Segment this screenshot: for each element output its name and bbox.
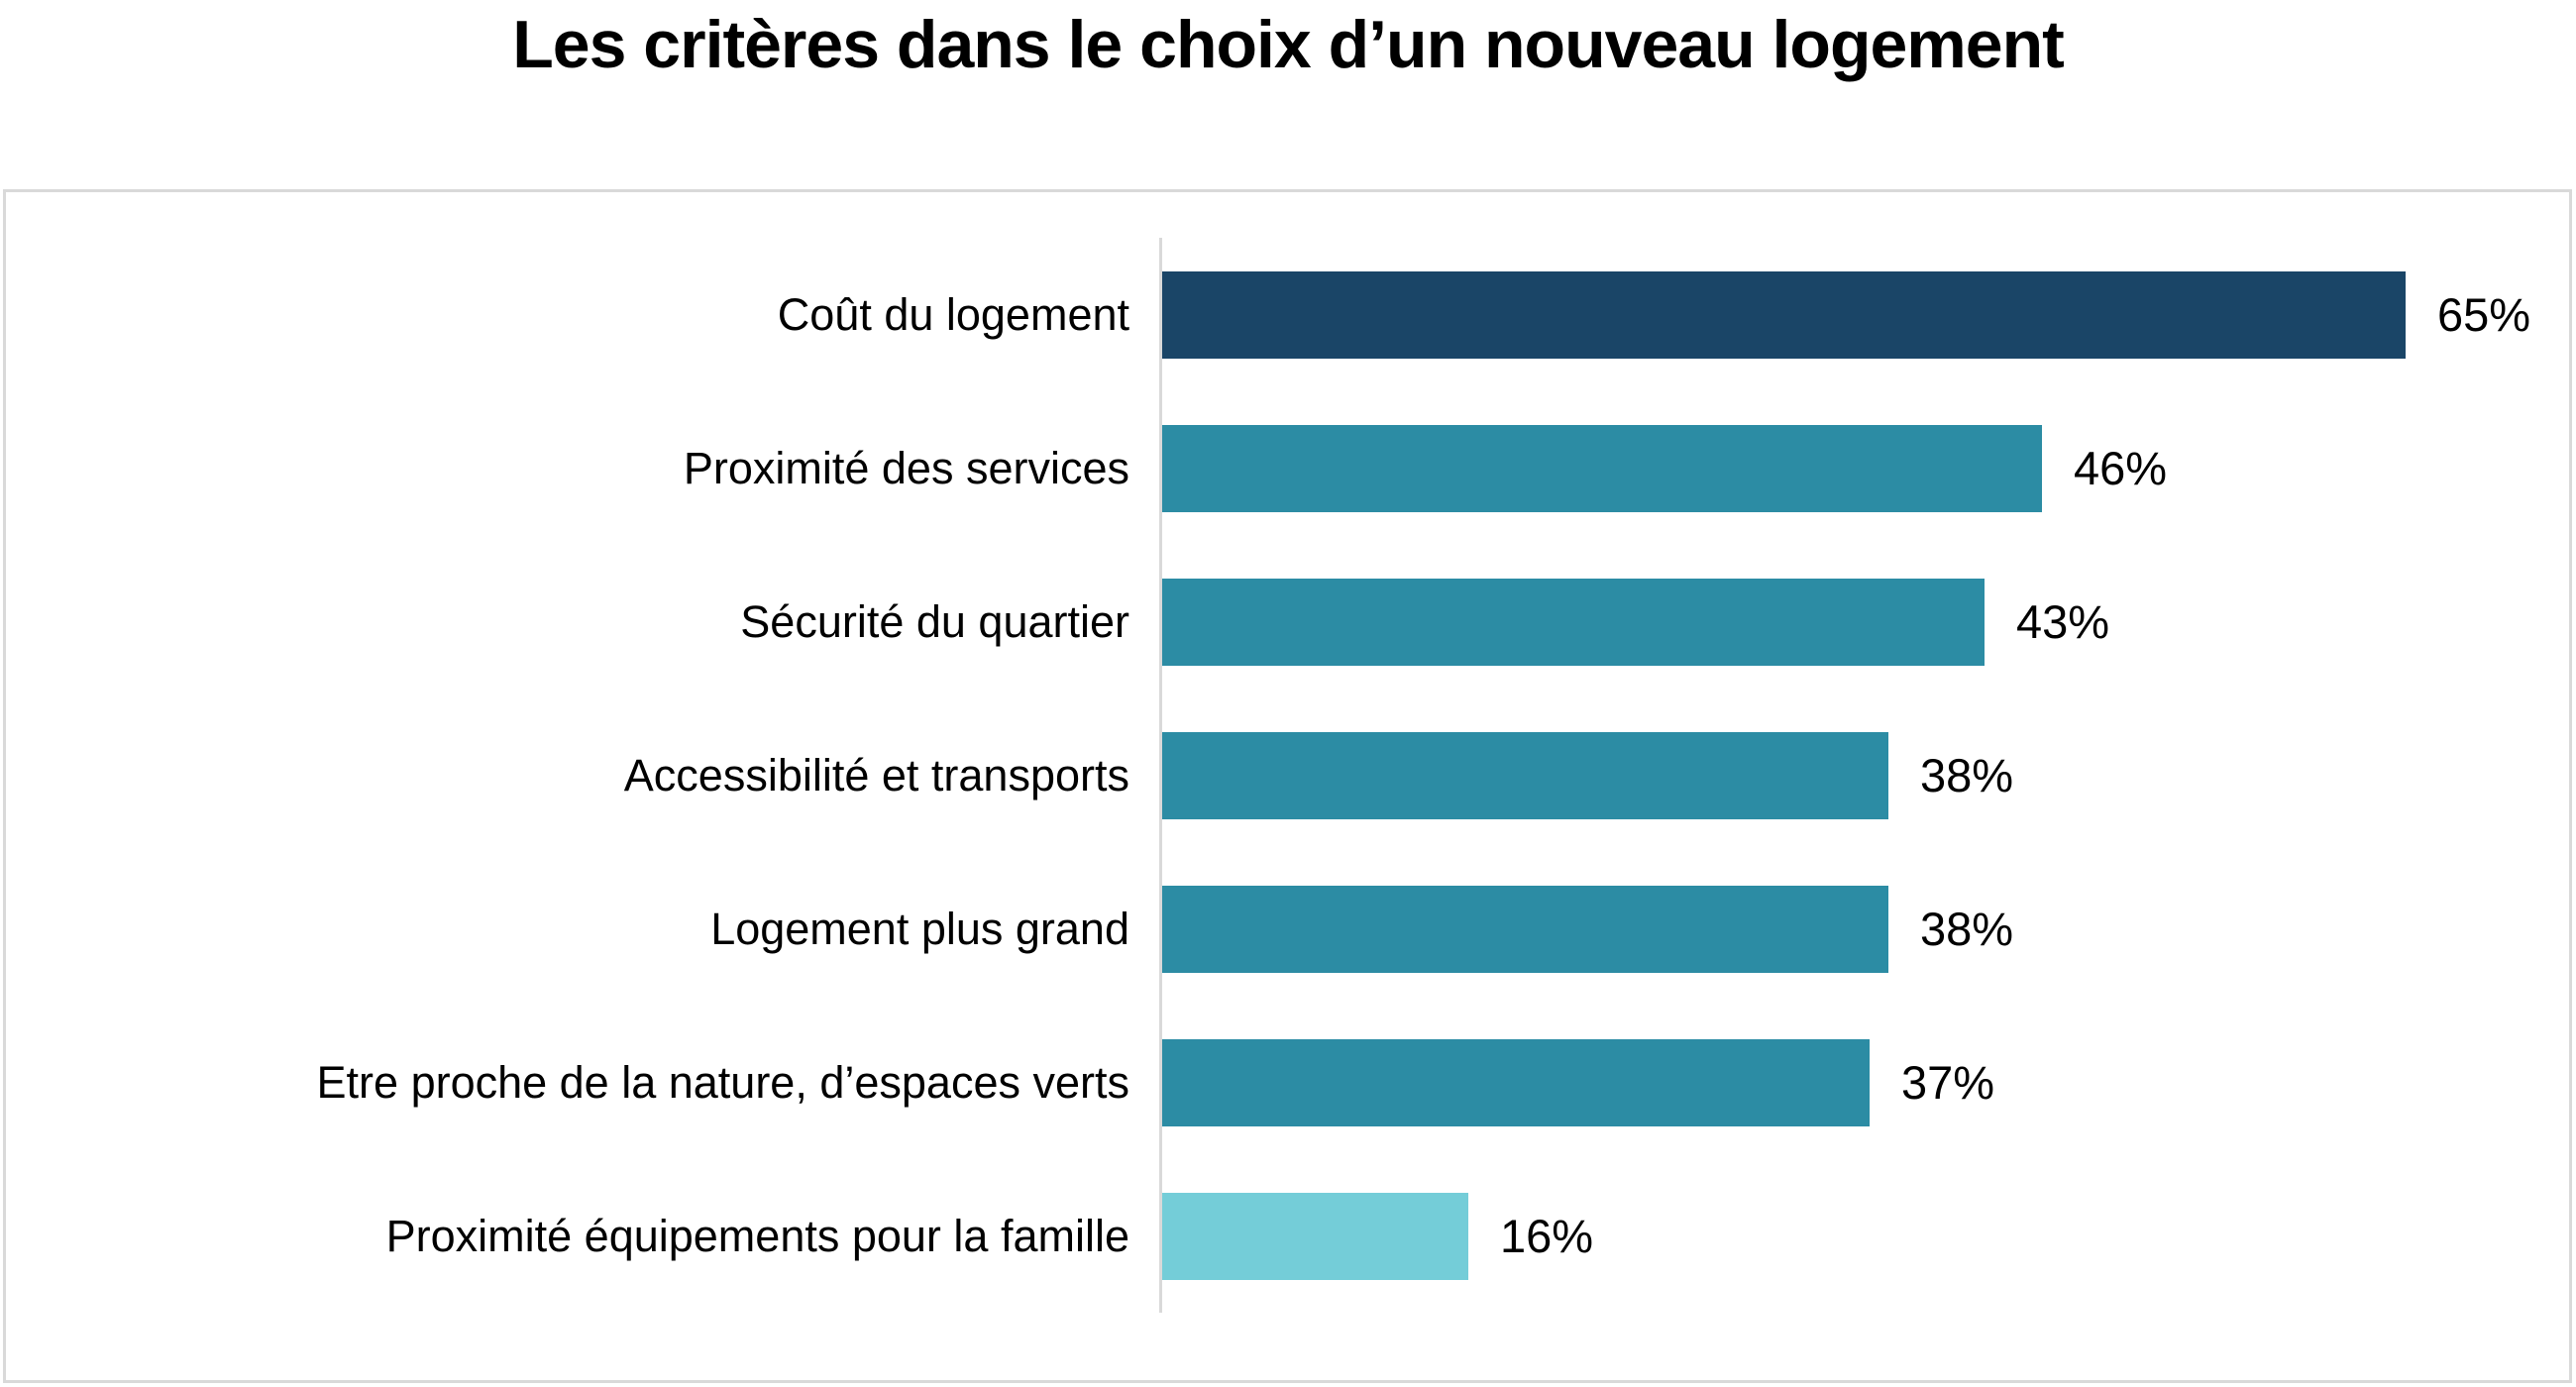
bar xyxy=(1162,885,1888,973)
bar xyxy=(1162,1038,1870,1126)
bar xyxy=(1162,578,1985,666)
bar-track: 65% xyxy=(1159,238,2569,391)
bar-track: 16% xyxy=(1159,1159,2569,1313)
bar-track: 43% xyxy=(1159,545,2569,698)
chart-container: Coût du logement 65% Proximité des service… xyxy=(3,189,2572,1383)
bar-row: Sécurité du quartier 43% xyxy=(6,545,2569,698)
bar xyxy=(1162,1192,1468,1280)
bar-track: 38% xyxy=(1159,852,2569,1006)
bar-row: Accessibilité et transports 38% xyxy=(6,698,2569,852)
value-label: 43% xyxy=(2016,595,2110,648)
value-label: 38% xyxy=(1920,749,2014,801)
bar-track: 46% xyxy=(1159,391,2569,545)
bar xyxy=(1162,270,2406,359)
category-label: Accessibilité et transports xyxy=(623,749,1129,800)
category-label: Logement plus grand xyxy=(710,903,1129,954)
category-label: Proximité équipements pour la famille xyxy=(385,1210,1129,1261)
category-label: Sécurité du quartier xyxy=(740,595,1129,647)
plot: Coût du logement 65% Proximité des service… xyxy=(6,238,2569,1313)
value-label: 46% xyxy=(2074,442,2168,494)
bar-row: Etre proche de la nature, d’espaces vert… xyxy=(6,1006,2569,1159)
value-label: 65% xyxy=(2437,288,2531,341)
bar-row: Coût du logement 65% xyxy=(6,238,2569,391)
value-label: 37% xyxy=(1901,1056,1995,1109)
bar xyxy=(1162,424,2042,512)
bar-row: Proximité des services 46% xyxy=(6,391,2569,545)
category-label: Proximité des services xyxy=(683,442,1129,493)
bar-track: 37% xyxy=(1159,1006,2569,1159)
bar xyxy=(1162,731,1888,819)
value-label: 38% xyxy=(1920,903,2014,955)
chart-title: Les critères dans le choix d’un nouveau … xyxy=(512,7,2065,82)
category-label: Etre proche de la nature, d’espaces vert… xyxy=(316,1056,1129,1108)
bar-row: Logement plus grand 38% xyxy=(6,852,2569,1006)
category-label: Coût du logement xyxy=(777,288,1129,340)
bar-row: Proximité équipements pour la famille 16% xyxy=(6,1159,2569,1313)
value-label: 16% xyxy=(1500,1210,1594,1262)
bar-track: 38% xyxy=(1159,698,2569,852)
